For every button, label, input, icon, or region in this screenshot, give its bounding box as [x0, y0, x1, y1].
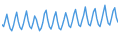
line — [2, 5, 118, 30]
chart — [0, 0, 120, 45]
plot-area — [2, 5, 118, 30]
